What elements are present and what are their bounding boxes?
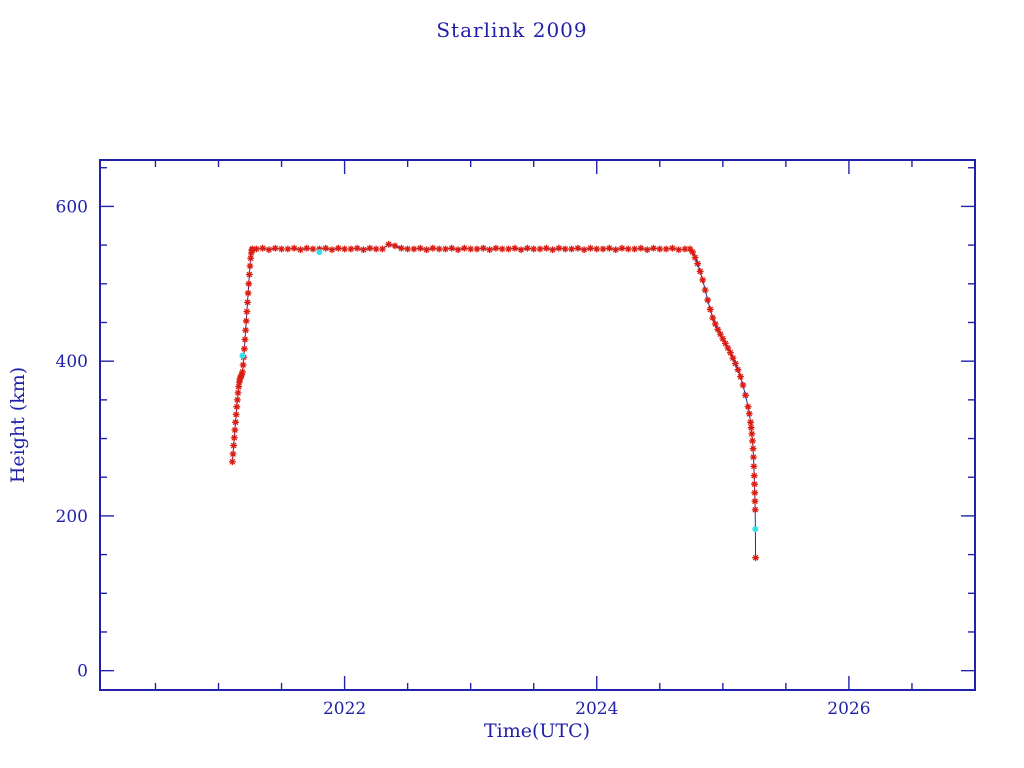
y-tick-label: 0 (77, 662, 88, 682)
y-tick-label: 400 (56, 352, 88, 372)
y-tick-label: 200 (56, 507, 88, 527)
y-tick-label: 600 (56, 197, 88, 217)
chart-title: Starlink 2009 (436, 18, 588, 42)
plot-frame (99, 159, 976, 691)
x-tick-label: 2026 (827, 699, 870, 719)
x-axis-label: Time(UTC) (483, 720, 591, 742)
x-tick-label: 2024 (575, 699, 618, 719)
red-asterisk-markers (228, 240, 760, 562)
tick-labels: 2022 2024 2026 0 200 400 600 (56, 197, 871, 719)
cyan-circle-markers (239, 249, 759, 533)
axis-ticks (100, 160, 976, 690)
x-tick-label: 2022 (323, 699, 366, 719)
height-track-line (231, 243, 757, 558)
